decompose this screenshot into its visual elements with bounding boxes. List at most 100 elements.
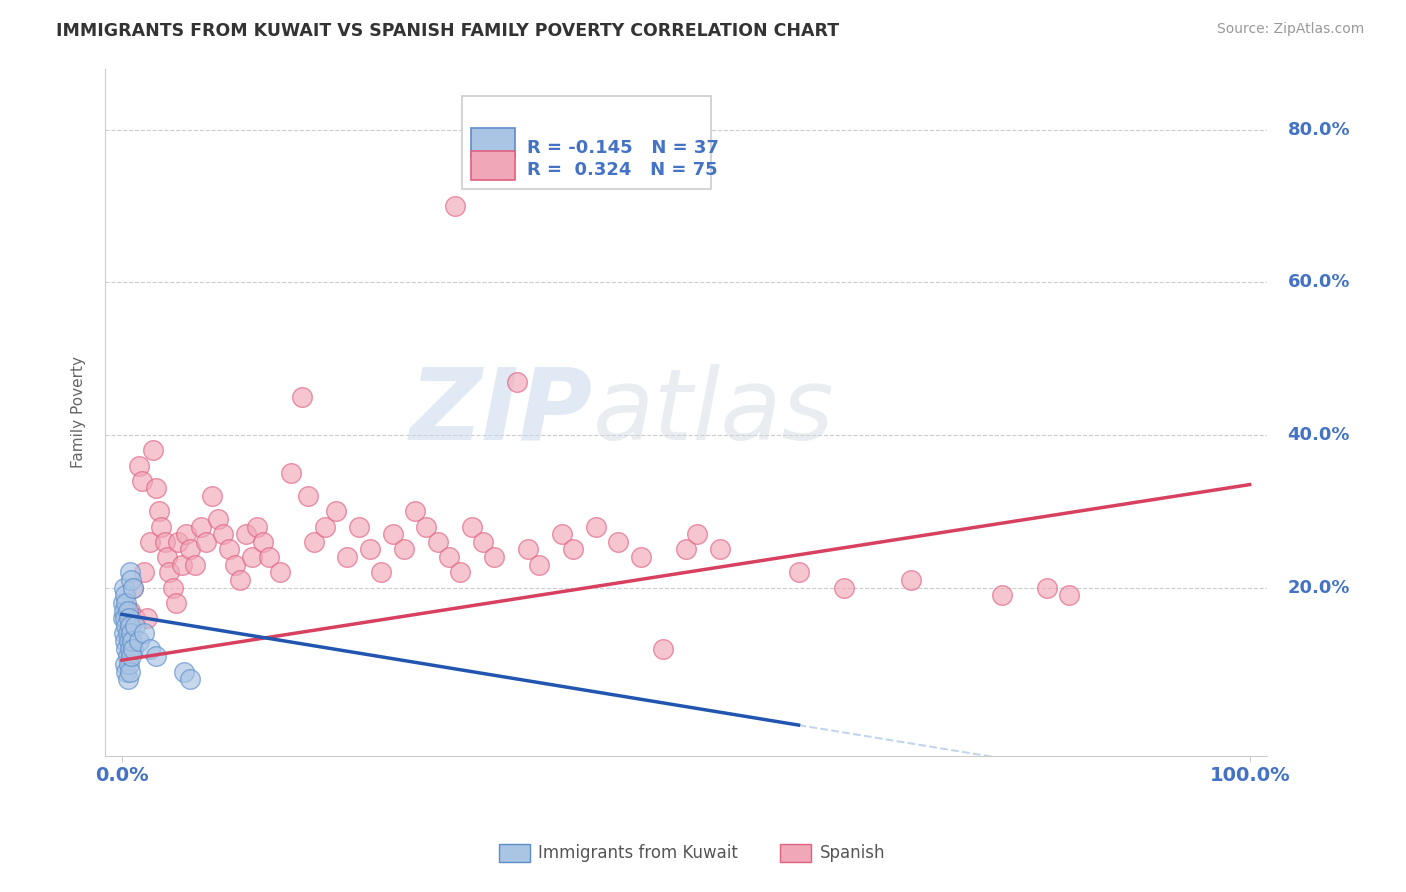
Point (115, 619, 138, 633)
Point (122, 581, 145, 595)
Point (153, 534, 176, 549)
Point (120, 573, 142, 587)
Point (118, 566, 141, 580)
Point (471, 534, 494, 549)
Point (128, 634, 150, 648)
Point (900, 573, 922, 587)
Text: IMMIGRANTS FROM KUWAIT VS SPANISH FAMILY POVERTY CORRELATION CHART: IMMIGRANTS FROM KUWAIT VS SPANISH FAMILY… (56, 22, 839, 40)
Point (135, 611, 157, 625)
Point (156, 550, 179, 565)
Text: R = -0.145   N = 37: R = -0.145 N = 37 (527, 139, 718, 157)
Point (224, 558, 246, 572)
Point (990, 588, 1012, 602)
Point (392, 542, 415, 557)
Point (145, 482, 167, 496)
Text: Spanish: Spanish (820, 844, 886, 862)
FancyBboxPatch shape (461, 96, 711, 189)
Point (314, 519, 336, 533)
Point (148, 504, 170, 518)
Text: 80.0%: 80.0% (1288, 120, 1350, 138)
Point (157, 566, 180, 580)
Point (134, 626, 156, 640)
Point (269, 566, 291, 580)
Point (787, 566, 810, 580)
Point (118, 665, 141, 679)
Text: Source: ZipAtlas.com: Source: ZipAtlas.com (1216, 22, 1364, 37)
Point (124, 611, 146, 625)
Point (505, 375, 527, 389)
Point (122, 581, 145, 595)
Point (1035, 581, 1057, 595)
Point (415, 519, 437, 533)
Point (404, 504, 426, 518)
Point (302, 534, 325, 549)
Point (145, 649, 167, 664)
Point (359, 542, 381, 557)
Point (297, 489, 319, 503)
Text: 20.0%: 20.0% (1288, 579, 1350, 597)
Y-axis label: Family Poverty: Family Poverty (72, 356, 86, 468)
Point (370, 566, 392, 580)
Point (117, 649, 139, 664)
Point (121, 634, 143, 648)
Point (585, 519, 607, 533)
Point (134, 566, 156, 580)
Point (114, 657, 136, 671)
Point (347, 519, 370, 533)
Text: 60.0%: 60.0% (1288, 273, 1350, 292)
Point (118, 619, 141, 633)
Point (291, 390, 314, 404)
Point (112, 596, 135, 610)
Text: Immigrants from Kuwait: Immigrants from Kuwait (538, 844, 738, 862)
Point (1057, 588, 1080, 602)
Point (551, 527, 574, 541)
Text: 40.0%: 40.0% (1288, 426, 1350, 444)
Point (190, 519, 212, 533)
Point (114, 611, 136, 625)
Point (120, 649, 142, 664)
Point (117, 603, 139, 617)
Point (118, 641, 141, 656)
FancyBboxPatch shape (471, 128, 515, 157)
Point (527, 558, 550, 572)
Point (562, 542, 585, 557)
Point (246, 519, 269, 533)
Point (165, 596, 187, 610)
Point (114, 588, 136, 602)
Point (115, 665, 138, 679)
Point (170, 558, 193, 572)
Point (212, 527, 235, 541)
Point (118, 611, 141, 625)
Point (115, 641, 138, 656)
Point (128, 458, 150, 473)
Point (139, 641, 162, 656)
Point (336, 550, 359, 565)
Text: ZIP: ZIP (411, 364, 593, 460)
Point (122, 641, 145, 656)
Point (139, 534, 162, 549)
Point (179, 542, 201, 557)
Point (195, 534, 218, 549)
Point (652, 641, 675, 656)
Point (114, 634, 136, 648)
Point (162, 581, 184, 595)
Point (131, 474, 153, 488)
Point (112, 603, 135, 617)
Point (709, 542, 731, 557)
Point (381, 527, 404, 541)
Point (516, 542, 538, 557)
Point (173, 665, 195, 679)
Point (118, 603, 141, 617)
Point (201, 489, 224, 503)
Point (257, 550, 280, 565)
Point (607, 534, 630, 549)
Point (325, 504, 347, 518)
Point (832, 581, 855, 595)
Point (437, 550, 460, 565)
Point (142, 443, 165, 458)
Point (112, 611, 135, 625)
Point (482, 550, 505, 565)
Point (426, 534, 449, 549)
Point (120, 626, 142, 640)
Point (675, 542, 697, 557)
